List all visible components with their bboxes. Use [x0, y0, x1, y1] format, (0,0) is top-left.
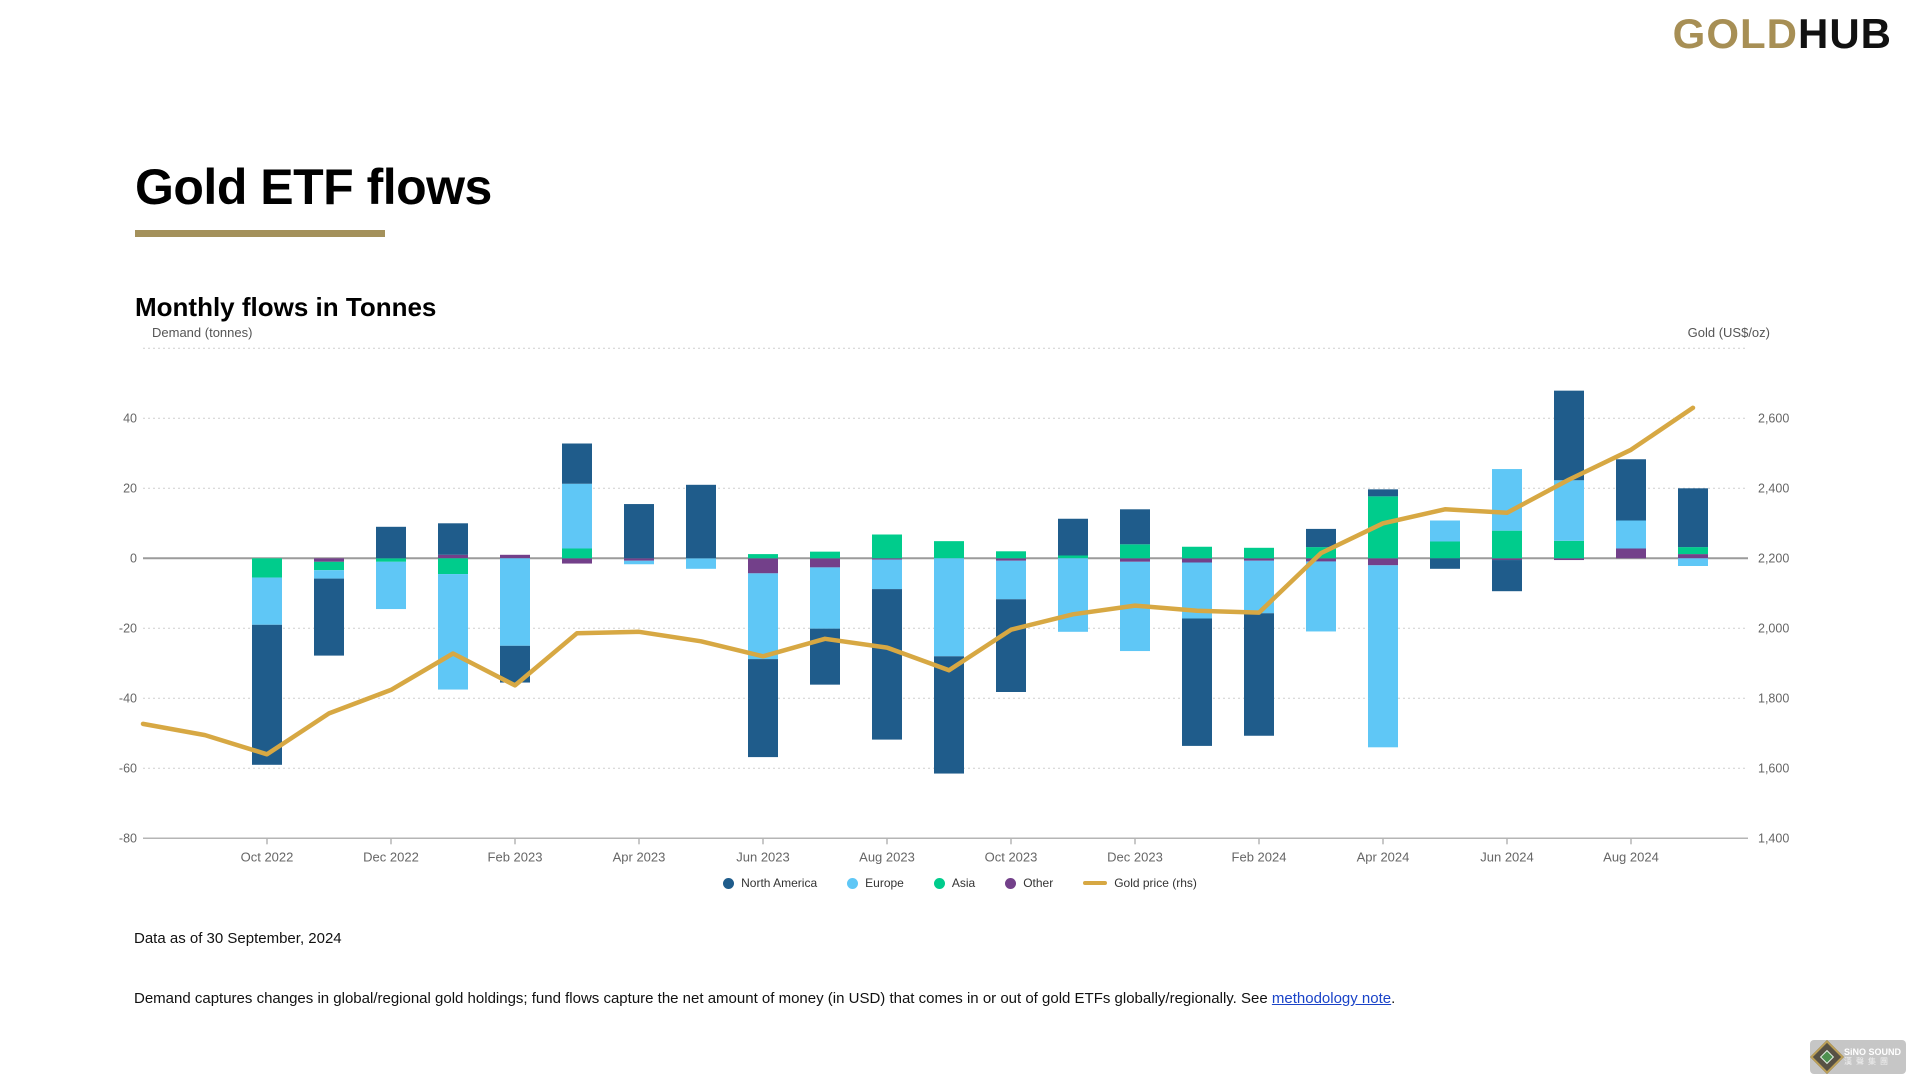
section-title: Monthly flows in Tonnes	[135, 292, 437, 322]
svg-text:1,400: 1,400	[1758, 831, 1789, 845]
left-axis-title: Demand (tonnes)	[152, 325, 253, 340]
svg-text:Dec 2022: Dec 2022	[363, 849, 419, 864]
legend-swatch-icon	[1005, 877, 1017, 889]
legend-swatch-icon	[847, 877, 859, 889]
svg-text:2,200: 2,200	[1758, 551, 1789, 565]
svg-text:1,800: 1,800	[1758, 691, 1789, 705]
svg-text:Jun 2023: Jun 2023	[736, 849, 790, 864]
legend-label: Gold price (rhs)	[1114, 876, 1197, 890]
legend-label: Asia	[951, 876, 976, 890]
title-underline	[135, 230, 385, 237]
svg-text:1,600: 1,600	[1758, 761, 1789, 775]
data-as-of-label: Data as of 30 September, 2024	[134, 930, 342, 947]
svg-text:Feb 2024: Feb 2024	[1232, 849, 1287, 864]
svg-text:20: 20	[123, 481, 137, 495]
etf-flows-chart: 40 2,600 20 2,400 0 2,200 -20 2,000 -40 1,800 -60 1…	[119, 347, 1789, 864]
page-title: Gold ETF flows	[135, 159, 492, 215]
svg-text:40: 40	[123, 411, 137, 425]
watermark-title: SiNO SOUND	[1844, 1046, 1902, 1057]
sino-sound-diamond-icon	[1810, 1040, 1844, 1074]
right-axis-title: Gold (US$/oz)	[1687, 325, 1770, 340]
svg-text:Dec 2023: Dec 2023	[1107, 849, 1163, 864]
svg-text:-80: -80	[119, 831, 137, 845]
legend-label: North America	[741, 876, 818, 890]
svg-text:2,400: 2,400	[1758, 481, 1789, 495]
methodology-note-link[interactable]: methodology note	[1271, 990, 1392, 1007]
svg-text:-60: -60	[119, 761, 137, 775]
legend-item-other: Other	[1005, 876, 1053, 890]
legend-item-europe: Europe	[847, 876, 904, 890]
goldhub-logo: GOLDHUB	[1673, 10, 1892, 58]
methodology-note: Demand captures changes in global/region…	[134, 990, 1395, 1007]
note-period: .	[1391, 990, 1396, 1007]
watermark-subtitle: 漢聲集團	[1844, 1056, 1892, 1066]
svg-text:Apr 2023: Apr 2023	[613, 849, 666, 864]
svg-text:Aug 2023: Aug 2023	[859, 849, 915, 864]
logo-gold-text: GOLD	[1672, 10, 1798, 57]
legend-label: Other	[1023, 876, 1054, 890]
svg-text:Apr 2024: Apr 2024	[1357, 849, 1410, 864]
svg-text:Aug 2024: Aug 2024	[1603, 849, 1659, 864]
svg-text:-20: -20	[119, 621, 137, 635]
legend-item-north-america: North America	[723, 876, 817, 890]
sino-sound-watermark: SiNO SOUND 漢聲集團	[1810, 1040, 1906, 1074]
svg-text:2,000: 2,000	[1758, 621, 1789, 635]
svg-text:Oct 2023: Oct 2023	[985, 849, 1038, 864]
logo-hub-text: HUB	[1798, 10, 1892, 57]
legend-line-swatch-icon	[1083, 881, 1108, 885]
legend-item-gold-price: Gold price (rhs)	[1083, 876, 1197, 890]
svg-text:0: 0	[130, 551, 137, 565]
chart-legend: North America Europe Asia Other Gold price (…	[0, 876, 1920, 890]
svg-text:-40: -40	[119, 691, 137, 705]
legend-item-asia: Asia	[933, 876, 976, 890]
svg-text:Oct 2022: Oct 2022	[241, 849, 294, 864]
legend-label: Europe	[865, 876, 904, 890]
svg-text:Jun 2024: Jun 2024	[1480, 849, 1534, 864]
note-text: Demand captures changes in global/region…	[134, 990, 1272, 1007]
legend-swatch-icon	[723, 877, 735, 889]
svg-text:Feb 2023: Feb 2023	[488, 849, 543, 864]
legend-swatch-icon	[933, 877, 945, 889]
svg-text:2,600: 2,600	[1758, 411, 1789, 425]
